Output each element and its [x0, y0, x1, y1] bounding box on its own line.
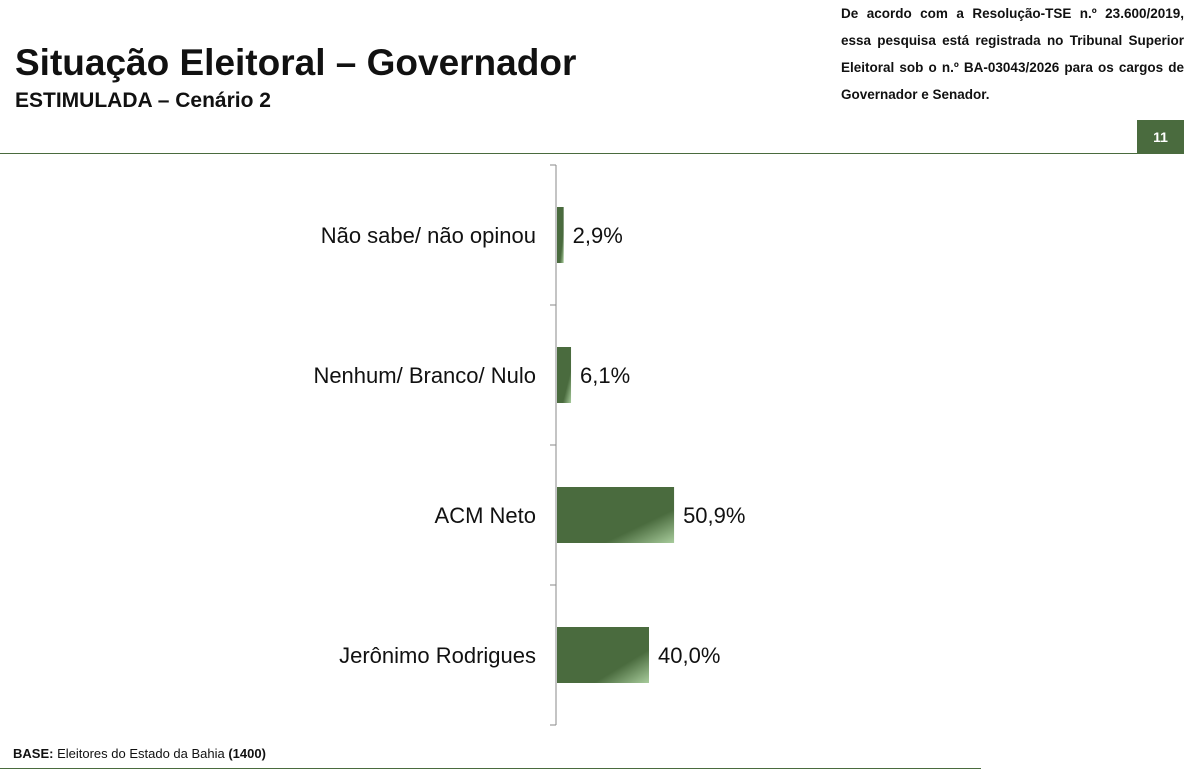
category-label: ACM Neto: [435, 503, 536, 528]
bar: [557, 487, 675, 543]
category-label: Nenhum/ Branco/ Nulo: [313, 363, 536, 388]
tse-registration-notice: De acordo com a Resolução-TSE n.º 23.600…: [841, 6, 1184, 102]
page-title: Situação Eleitoral – Governador: [15, 42, 577, 83]
category-label: Não sabe/ não opinou: [321, 223, 536, 248]
category-label: Jerônimo Rodrigues: [339, 643, 536, 668]
base-label: BASE:: [13, 746, 54, 761]
header-divider: [0, 153, 1184, 154]
page-number-badge: 11: [1137, 120, 1184, 153]
base-text: Eleitores do Estado da Bahia: [53, 746, 229, 761]
data-label: 50,9%: [683, 503, 745, 528]
bar: [557, 347, 572, 403]
base-footnote: BASE: Eleitores do Estado da Bahia (1400…: [13, 746, 266, 761]
footer-divider: [0, 768, 981, 769]
data-label: 40,0%: [658, 643, 720, 668]
data-label: 6,1%: [580, 363, 630, 388]
bar: [557, 207, 564, 263]
bar-chart: Não sabe/ não opinou 2,9% Nenhum/ Branco/ …: [0, 155, 1184, 740]
bar: [557, 627, 649, 683]
page-subtitle: ESTIMULADA – Cenário 2: [15, 89, 271, 112]
base-count: (1400): [228, 746, 266, 761]
data-label: 2,9%: [573, 223, 623, 248]
bar-chart-svg: Não sabe/ não opinou 2,9% Nenhum/ Branco/ …: [313, 164, 745, 726]
